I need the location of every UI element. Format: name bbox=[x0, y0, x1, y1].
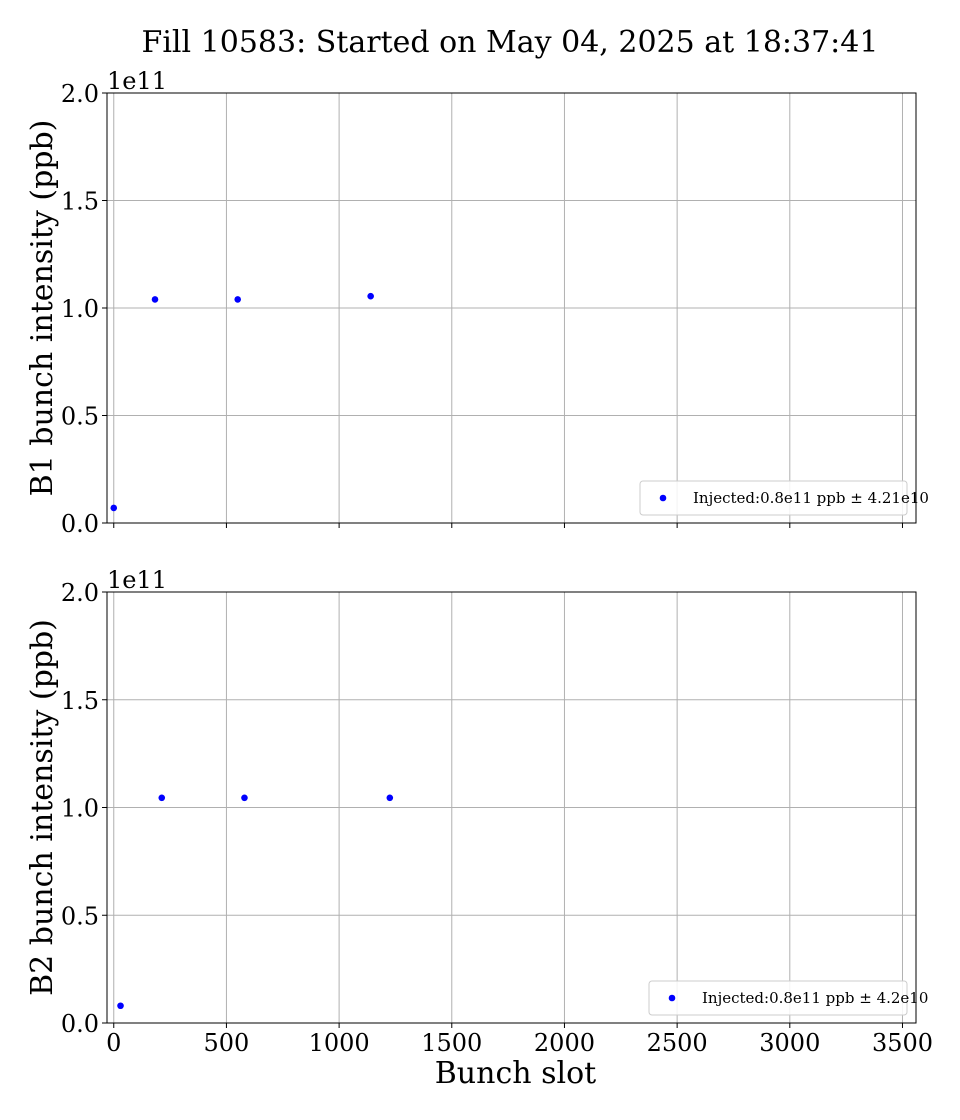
x-tick-label: 2500 bbox=[647, 1029, 708, 1057]
y-tick-label: 1.5 bbox=[61, 687, 99, 715]
x-tick-label: 3000 bbox=[759, 1029, 820, 1057]
x-tick-label: 500 bbox=[204, 1029, 250, 1057]
legend-box bbox=[639, 480, 908, 516]
x-tick-label: 2000 bbox=[534, 1029, 595, 1057]
x-tick-label: 1500 bbox=[421, 1029, 482, 1057]
y-tick-label: 0.5 bbox=[61, 902, 99, 930]
y-tick-label: 1.5 bbox=[61, 188, 99, 216]
data-point bbox=[110, 504, 118, 512]
data-point bbox=[367, 292, 374, 300]
panel-b2: 0 500 1000 1500 2000 2500 3000 3500 0.0 0.5 1.0 1.5… bbox=[25, 566, 933, 1091]
y-tick-label: 2.0 bbox=[61, 80, 99, 108]
y-axis-label: B2 bunch intensity (ppb) bbox=[25, 619, 60, 996]
data-point bbox=[386, 794, 394, 802]
panel-b1: 0.0 0.5 1.0 1.5 2.0 1e11 B1 bunch intensity (p… bbox=[25, 67, 929, 538]
x-tick-label: 1000 bbox=[309, 1029, 370, 1057]
legend: Injected:0.8e11 ppb ± 4.2e10 bbox=[648, 980, 928, 1016]
y-tick-label: 1.0 bbox=[61, 795, 99, 823]
y-offset-label: 1e11 bbox=[107, 566, 167, 594]
y-tick-label: 0.0 bbox=[61, 1010, 99, 1038]
x-tick-label: 3500 bbox=[872, 1029, 933, 1057]
x-axis-label: Bunch slot bbox=[435, 1056, 596, 1091]
legend: Injected:0.8e11 ppb ± 4.21e10 bbox=[639, 480, 929, 516]
y-axis-label: B1 bunch intensity (ppb) bbox=[25, 120, 60, 497]
legend-box bbox=[648, 980, 908, 1016]
y-offset-label: 1e11 bbox=[107, 67, 167, 95]
y-tick-label: 2.0 bbox=[61, 579, 99, 607]
legend-label: Injected:0.8e11 ppb ± 4.2e10 bbox=[702, 989, 928, 1007]
data-point bbox=[234, 296, 242, 303]
legend-marker bbox=[659, 494, 667, 502]
y-tick-label: 0.5 bbox=[61, 403, 99, 431]
data-point bbox=[158, 794, 166, 802]
figure-title: Fill 10583: Started on May 04, 2025 at 1… bbox=[142, 25, 879, 60]
x-tick-label: 0 bbox=[106, 1029, 121, 1057]
y-tick-label: 0.0 bbox=[61, 510, 99, 538]
legend-marker bbox=[668, 994, 676, 1002]
y-tick-label: 1.0 bbox=[61, 295, 99, 323]
data-point bbox=[117, 1002, 124, 1010]
legend-label: Injected:0.8e11 ppb ± 4.21e10 bbox=[693, 489, 929, 507]
data-point bbox=[151, 296, 159, 303]
data-point bbox=[241, 794, 248, 802]
